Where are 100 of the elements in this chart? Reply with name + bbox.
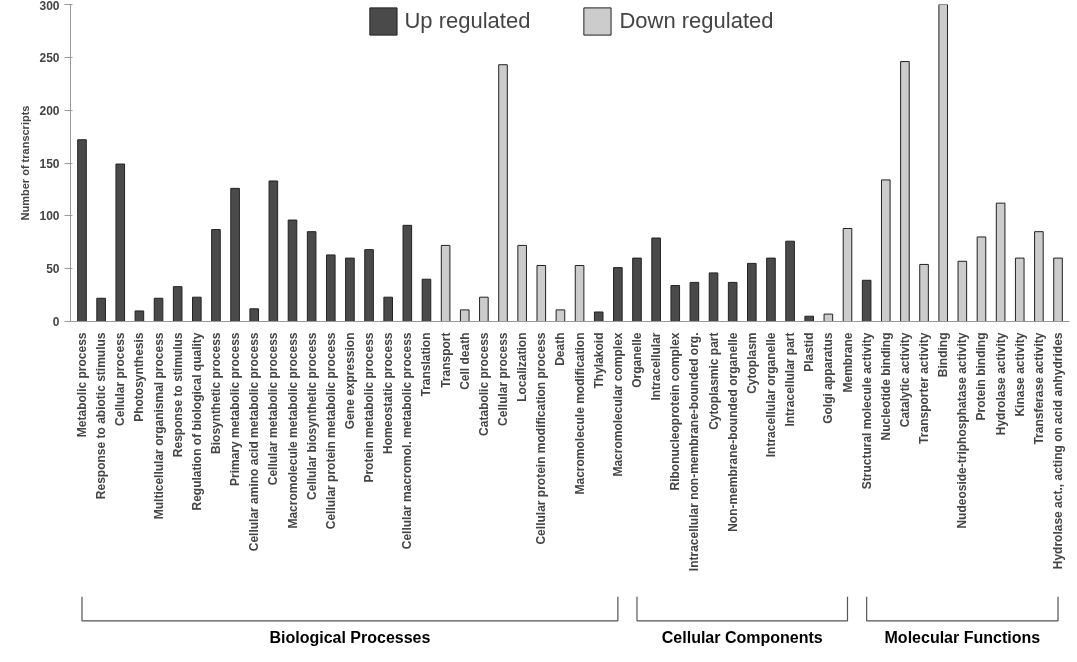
x-tick-label: Photosynthesis <box>132 332 147 422</box>
y-axis-title: Number of transcripts <box>19 105 32 221</box>
bar <box>249 308 260 322</box>
x-tick-label: Homeostatic process <box>381 332 396 454</box>
x-tick-label: Biosynthetic process <box>208 332 223 454</box>
bar <box>995 202 1006 322</box>
text: Biological Processes <box>269 628 431 646</box>
bar <box>900 61 910 322</box>
x-tick-label: Intracellular <box>649 332 664 401</box>
bar <box>976 236 987 322</box>
bar <box>517 244 527 322</box>
x-tick-label: Ribonucleoprotein complex <box>668 332 683 491</box>
x-tick-label: Regulation of biological quality <box>189 332 204 511</box>
x-tick-label: Cell death <box>457 332 472 390</box>
y-tick-label: 50 <box>46 262 60 277</box>
bar <box>555 309 566 322</box>
x-tick-label: Membrane <box>840 332 855 393</box>
bar <box>268 180 279 322</box>
bar <box>919 263 929 322</box>
x-tick-label: Hydrolase act., acting on acid anhydrides <box>1051 332 1066 570</box>
x-tick-label: Gene expression <box>342 332 357 430</box>
x-tick-label: Cellular protein modification process <box>534 332 549 545</box>
bar <box>345 257 355 322</box>
bar <box>747 262 757 322</box>
x-tick-label: Cellular macromol. metabolic process <box>400 332 415 550</box>
bar <box>536 265 547 322</box>
bar <box>593 311 604 322</box>
bar <box>880 179 891 322</box>
x-tick-label: Macromolecule metabolic process <box>285 332 300 529</box>
y-tick-label: 150 <box>39 156 60 171</box>
bar <box>325 254 336 322</box>
y-tick-label: 0 <box>52 315 60 329</box>
x-tick-label: Cellular protein metabolic process <box>323 332 338 530</box>
y-tick-label: 250 <box>39 50 60 65</box>
x-tick-label: Catabolic process <box>476 332 491 436</box>
bar <box>670 285 681 322</box>
bar <box>115 163 126 322</box>
bar <box>938 4 948 322</box>
bar <box>287 219 298 322</box>
x-tick-label: Metabolic process <box>74 332 89 438</box>
bar <box>440 244 451 322</box>
bar <box>402 224 413 322</box>
x-tick-label: Binding <box>936 332 951 378</box>
x-tick-label: Thylakoid <box>591 332 606 389</box>
x-tick-label: Primary metabolic process <box>228 332 243 486</box>
bar <box>632 257 642 322</box>
x-tick-label: Macromolecular complex <box>610 332 625 477</box>
x-tick-label: Hydrolase activity <box>993 332 1008 436</box>
x-tick-label: Transporter activity <box>917 332 932 444</box>
bar <box>651 237 661 322</box>
x-tick-label: Intracellular non-membrane-bounded org. <box>687 332 702 572</box>
bar <box>785 240 795 322</box>
bar <box>1014 257 1025 322</box>
x-tick-label: Translation <box>419 332 434 397</box>
y-tick-label: 100 <box>39 209 60 224</box>
bar <box>211 229 221 322</box>
bar <box>383 296 393 322</box>
bar <box>727 281 738 322</box>
x-tick-label: Death <box>553 332 568 366</box>
text: Molecular Functions <box>884 628 1041 646</box>
x-tick-label: Cellular metabolic process <box>266 332 281 486</box>
bar <box>689 281 700 322</box>
x-tick-label: Cellular process <box>113 332 128 426</box>
x-tick-label: Nudeoside-triphosphatase activity <box>955 332 970 529</box>
x-tick-label: Intracellular organelle <box>763 332 778 458</box>
legend-label: Up regulated <box>404 8 531 34</box>
legend-label: Down regulated <box>619 8 774 34</box>
x-tick-label: Organelle <box>629 332 644 388</box>
x-tick-label: Protein metabolic process <box>362 332 377 483</box>
x-tick-label: Intracellular part <box>783 332 798 427</box>
x-tick-label: Non-membrane-bounded organelle <box>725 332 740 532</box>
x-tick-label: Transport <box>438 332 453 388</box>
bar <box>613 267 623 322</box>
bar <box>364 249 374 322</box>
bar <box>153 297 164 322</box>
y-tick-label: 300 <box>39 0 60 13</box>
bar <box>192 296 202 322</box>
bar <box>479 296 489 322</box>
x-tick-label: Structural molecule activity <box>859 332 874 490</box>
bar <box>498 64 508 322</box>
x-tick-label: Catalytic activity <box>897 332 912 428</box>
x-tick-label: Cellular amino acid metabolic process <box>247 332 262 552</box>
bar <box>77 139 87 322</box>
y-tick-label: 200 <box>39 103 60 118</box>
x-tick-label: Macromolecule modification <box>572 332 587 495</box>
bar <box>134 310 145 322</box>
bar <box>1034 231 1044 322</box>
x-tick-label: Plastid <box>802 332 817 372</box>
bar <box>574 265 585 322</box>
x-tick-label: Protein binding <box>974 332 989 421</box>
bar <box>861 279 872 322</box>
text: Cellular Components <box>661 628 823 646</box>
x-tick-label: Response to abiotic stimulus <box>94 332 109 500</box>
bar <box>1053 257 1063 322</box>
x-tick-label: Response to stimulus <box>170 332 185 458</box>
x-tick-label: Transferase activity <box>1031 332 1046 445</box>
x-tick-label: Kinase activity <box>1012 332 1027 417</box>
x-tick-label: Localization <box>515 332 530 402</box>
bar <box>230 187 240 322</box>
bar <box>96 297 106 322</box>
